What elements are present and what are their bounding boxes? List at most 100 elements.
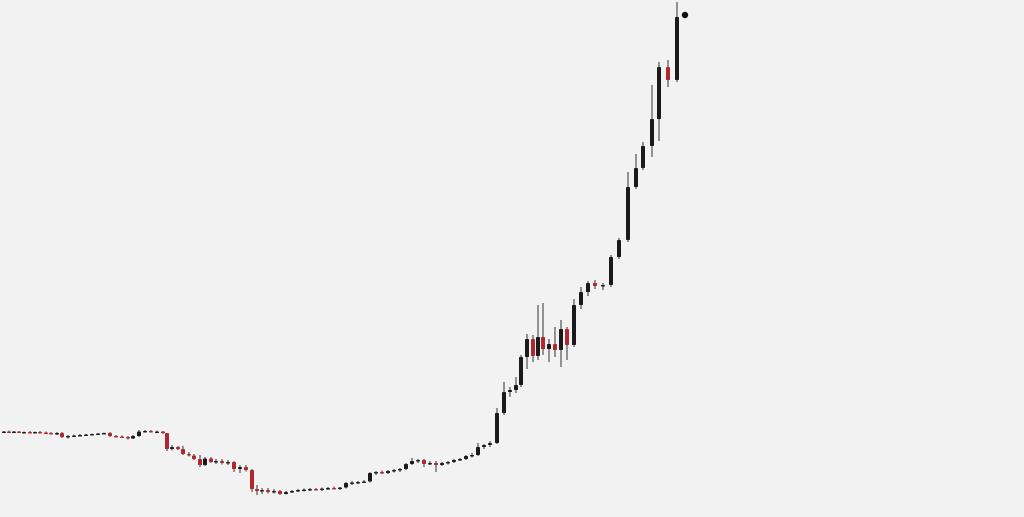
candle bbox=[495, 408, 499, 444]
candle-body bbox=[666, 67, 670, 80]
candle bbox=[176, 446, 180, 450]
candle bbox=[398, 468, 402, 472]
candle bbox=[17, 431, 21, 433]
candle-body bbox=[192, 455, 196, 459]
candle bbox=[519, 355, 523, 387]
candle-body bbox=[404, 464, 408, 469]
candle-body bbox=[203, 458, 207, 465]
candle-body bbox=[17, 431, 21, 433]
candle bbox=[553, 327, 557, 357]
candle bbox=[428, 461, 432, 465]
candle bbox=[161, 431, 165, 434]
candle-body bbox=[137, 431, 141, 436]
candle bbox=[380, 470, 384, 474]
candle-body bbox=[495, 413, 499, 443]
candle-body bbox=[84, 434, 88, 436]
candle-body bbox=[586, 283, 590, 292]
candle-body bbox=[60, 433, 64, 437]
candle bbox=[272, 489, 276, 494]
candle-body bbox=[238, 467, 242, 469]
candle-body bbox=[553, 344, 557, 350]
candle-body bbox=[476, 447, 480, 455]
candle-body bbox=[170, 447, 174, 449]
candle bbox=[84, 434, 88, 436]
candle-body bbox=[326, 488, 330, 490]
candle bbox=[572, 299, 576, 347]
candle bbox=[302, 488, 306, 492]
candle-body bbox=[232, 462, 236, 469]
candle bbox=[170, 445, 174, 451]
candle bbox=[314, 488, 318, 491]
candle bbox=[308, 488, 312, 491]
candle-body bbox=[428, 463, 432, 465]
candle bbox=[617, 238, 621, 259]
candle bbox=[244, 465, 248, 472]
candle bbox=[22, 431, 26, 434]
candle-body bbox=[559, 329, 563, 350]
candle-body bbox=[28, 432, 32, 434]
candle-body bbox=[547, 344, 551, 349]
candle-body bbox=[641, 146, 645, 168]
candle-body bbox=[187, 454, 191, 456]
candle bbox=[410, 458, 414, 465]
candle-body bbox=[114, 436, 118, 438]
candle bbox=[165, 433, 169, 451]
candle-body bbox=[508, 390, 512, 392]
candle bbox=[362, 480, 366, 483]
candle-body bbox=[422, 460, 426, 464]
candle-body bbox=[90, 434, 94, 436]
candle-body bbox=[255, 489, 259, 491]
candle bbox=[49, 432, 53, 435]
candle-body bbox=[392, 470, 396, 472]
candle bbox=[547, 339, 551, 362]
candle bbox=[374, 471, 378, 475]
candle bbox=[502, 382, 506, 415]
candle bbox=[458, 458, 462, 461]
candle-body bbox=[452, 460, 456, 462]
candle-body bbox=[626, 187, 630, 240]
candle bbox=[278, 490, 282, 495]
candle bbox=[187, 452, 191, 457]
candle bbox=[440, 462, 444, 466]
candle bbox=[250, 469, 254, 492]
candle-body bbox=[49, 433, 53, 435]
candle bbox=[650, 85, 654, 157]
candle bbox=[386, 470, 390, 474]
candle-body bbox=[78, 435, 82, 437]
candle-body bbox=[143, 431, 147, 433]
candle-body bbox=[398, 469, 402, 471]
candles-layer bbox=[2, 2, 679, 495]
candle-body bbox=[565, 329, 569, 345]
candle-body bbox=[657, 67, 661, 119]
candle bbox=[114, 435, 118, 438]
candle-body bbox=[464, 456, 468, 459]
candle-body bbox=[155, 431, 159, 433]
candle-body bbox=[161, 431, 165, 433]
candle-body bbox=[198, 459, 202, 465]
candle-body bbox=[244, 467, 248, 470]
candle bbox=[28, 431, 32, 434]
candle-body bbox=[458, 459, 462, 461]
candle bbox=[220, 459, 224, 465]
candle bbox=[198, 455, 202, 467]
candle-body bbox=[410, 461, 414, 464]
candle-body bbox=[290, 491, 294, 493]
candle-body bbox=[284, 492, 288, 494]
candle bbox=[149, 430, 153, 433]
candle bbox=[641, 142, 645, 170]
candle bbox=[344, 482, 348, 489]
candle-body bbox=[33, 432, 37, 434]
candle bbox=[143, 430, 147, 433]
candle-body bbox=[482, 445, 486, 447]
candle bbox=[434, 461, 438, 472]
candle bbox=[464, 455, 468, 460]
candle-body bbox=[446, 462, 450, 464]
candle bbox=[78, 434, 82, 437]
candle-body bbox=[344, 483, 348, 488]
candle bbox=[320, 487, 324, 491]
candle bbox=[488, 441, 492, 447]
candle bbox=[260, 488, 264, 494]
candle-body bbox=[332, 488, 336, 490]
candle-body bbox=[38, 432, 42, 434]
